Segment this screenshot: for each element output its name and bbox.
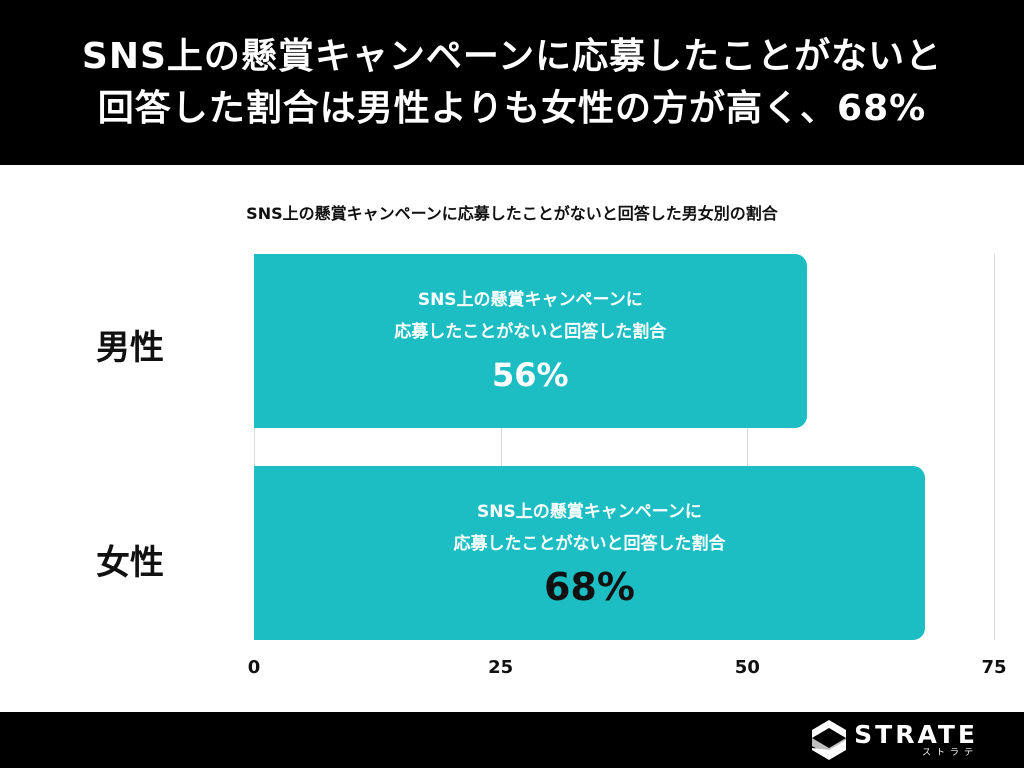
gridline-50 bbox=[747, 254, 749, 640]
bar-female-value-label: 68% bbox=[543, 565, 635, 609]
headline-line-1: SNS上の懸賞キャンペーンに応募したことがないと bbox=[81, 35, 943, 77]
brand-logo: STRATE ストラテ bbox=[812, 719, 978, 761]
bar-female-label-line-2: 応募したことがないと回答した割合 bbox=[453, 534, 726, 554]
bar-female: SNS上の懸賞キャンペーンに 応募したことがないと回答した割合 68% bbox=[254, 466, 925, 640]
footer-bar: STRATE ストラテ bbox=[0, 712, 1024, 768]
headline-line-2: 回答した割合は男性よりも女性の方が高く、68% bbox=[97, 87, 927, 129]
gridline-25 bbox=[500, 254, 502, 640]
logo-wordmark: STRATE bbox=[854, 720, 978, 749]
category-label-female: 女性 bbox=[96, 543, 164, 583]
bar-male: SNS上の懸賞キャンペーンに 応募したことがないと回答した割合 56% bbox=[254, 254, 807, 428]
chart-title: SNS上の懸賞キャンペーンに応募したことがないと回答した男女別の割合 bbox=[246, 204, 778, 223]
header-banner: SNS上の懸賞キャンペーンに応募したことがないと 回答した割合は男性よりも女性の… bbox=[0, 0, 1024, 165]
x-tick-label-50: 50 bbox=[734, 657, 760, 678]
bar-male-label-line-2: 応募したことがないと回答した割合 bbox=[394, 322, 667, 342]
category-label-male: 男性 bbox=[96, 328, 164, 368]
plot-area: SNS上の懸賞キャンペーンに 応募したことがないと回答した割合 56% SNS上… bbox=[254, 254, 995, 640]
bar-male-label-line-1: SNS上の懸賞キャンペーンに bbox=[417, 290, 643, 310]
bar-male-value-label: 56% bbox=[491, 356, 569, 394]
x-tick-label-0: 0 bbox=[247, 657, 261, 678]
bar-female-label-line-1: SNS上の懸賞キャンペーンに bbox=[477, 502, 702, 522]
strate-logo-icon bbox=[812, 720, 847, 760]
gridline-0 bbox=[254, 254, 255, 640]
x-tick-label-25: 25 bbox=[488, 657, 514, 678]
x-tick-label-75: 75 bbox=[981, 657, 1007, 678]
gridline-75 bbox=[994, 254, 995, 640]
logo-katakana: ストラテ bbox=[921, 748, 978, 758]
